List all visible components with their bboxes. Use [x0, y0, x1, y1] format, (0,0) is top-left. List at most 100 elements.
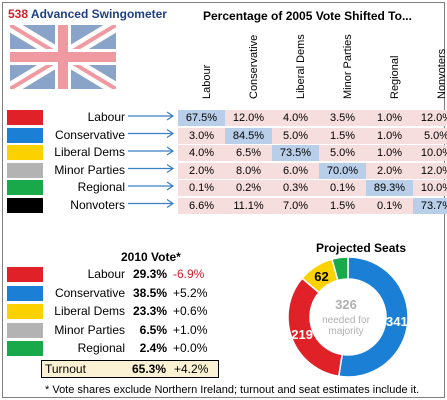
vote-share-value: 38.5% [132, 285, 167, 300]
app-title: 538 Advanced Swingometer [8, 7, 167, 21]
matrix-cell[interactable]: 7.0% [272, 197, 319, 214]
matrix-row-label: Liberal Dems [54, 145, 125, 159]
vote-party-label: Liberal Dems [54, 304, 125, 318]
matrix-cell[interactable]: 2.0% [178, 162, 225, 179]
column-header-label: Liberal Dems [295, 34, 307, 99]
matrix-row-label: Regional [77, 180, 125, 194]
arrow-icon [128, 164, 175, 173]
turnout-row: Turnout 65.3% +4.2% [41, 360, 219, 378]
column-header: Regional [380, 21, 401, 111]
arrow-icon [128, 146, 175, 156]
party-color-swatch [7, 267, 43, 282]
matrix-cell[interactable]: 1.0% [366, 127, 413, 144]
matrix-title: Percentage of 2005 Vote Shifted To... [203, 9, 412, 23]
majority-seat-count: 326 [335, 297, 357, 312]
vote-change-value: -6.9% [173, 267, 205, 281]
vote-share-value: 2.4% [139, 341, 167, 355]
matrix-cell[interactable]: 0.1% [366, 197, 413, 214]
party-color-swatch [7, 145, 43, 160]
matrix-cell[interactable]: 67.5% [178, 110, 225, 126]
donut-slice [337, 256, 409, 378]
vote-party-label: Conservative [54, 285, 125, 300]
party-color-swatch [7, 110, 43, 125]
footnote: * Vote shares exclude Northern Ireland; … [45, 384, 420, 396]
matrix-cell[interactable]: 73.5% [272, 145, 319, 161]
matrix-row-label: Nonvoters [70, 197, 125, 212]
matrix-cell[interactable]: 1.5% [319, 197, 366, 214]
matrix-cell[interactable]: 89.3% [366, 180, 413, 196]
donut-slice [331, 256, 349, 282]
slice-label: 62 [314, 269, 328, 284]
vote-share-value: 6.5% [139, 322, 167, 337]
column-header: Conservative [239, 21, 260, 111]
column-header: Nonvoters [427, 21, 447, 111]
column-header-label: Regional [389, 55, 401, 99]
matrix-cell[interactable]: 12.0% [225, 110, 272, 126]
arrow-icon [128, 199, 175, 208]
matrix-cell[interactable]: 1.5% [319, 127, 366, 144]
matrix-cell[interactable]: 0.1% [178, 180, 225, 196]
party-color-swatch [7, 304, 43, 319]
arrow-icon [128, 181, 175, 191]
turnout-value: 65.3% [131, 362, 166, 376]
column-header-label: Nonvoters [436, 48, 447, 99]
matrix-cell[interactable]: 4.0% [178, 145, 225, 161]
majority-label-line1: needed for [322, 315, 370, 326]
matrix-cell[interactable]: 6.5% [225, 145, 272, 161]
matrix-cell[interactable]: 11.1% [225, 197, 272, 214]
party-color-swatch [7, 322, 43, 338]
matrix-cell[interactable]: 12.0% [413, 162, 447, 179]
turnout-change: +4.2% [174, 362, 209, 376]
majority-label-line2: majority [328, 326, 363, 337]
party-color-swatch [7, 180, 43, 195]
slice-label: 341 [386, 314, 408, 329]
matrix-cell[interactable]: 8.0% [225, 162, 272, 179]
matrix-cell[interactable]: 0.3% [272, 180, 319, 196]
party-color-swatch [7, 127, 43, 143]
matrix-cell[interactable]: 0.2% [225, 180, 272, 196]
party-color-swatch [7, 285, 43, 301]
vote-party-label: Regional [77, 341, 125, 355]
matrix-cell[interactable]: 73.7% [413, 197, 447, 214]
matrix-row-label: Labour [87, 110, 125, 124]
vote-share-value: 29.3% [132, 267, 167, 281]
column-header: Minor Parties [333, 21, 354, 111]
matrix-cell[interactable]: 6.0% [272, 162, 319, 179]
matrix-cell[interactable]: 5.0% [413, 127, 447, 144]
vote-change-value: +1.0% [173, 322, 208, 337]
matrix-cell[interactable]: 70.0% [319, 162, 366, 179]
party-color-swatch [7, 162, 43, 178]
party-color-swatch [7, 197, 43, 213]
matrix-cell[interactable]: 1.0% [366, 110, 413, 126]
arrow-icon [128, 111, 175, 121]
matrix-row-label: Minor Parties [54, 162, 125, 177]
matrix-cell[interactable]: 5.0% [319, 145, 366, 161]
matrix-cell[interactable]: 4.0% [272, 110, 319, 126]
matrix-cell[interactable]: 1.0% [366, 145, 413, 161]
matrix-cell[interactable]: 3.0% [178, 127, 225, 144]
matrix-cell[interactable]: 0.1% [319, 180, 366, 196]
matrix-cell[interactable]: 2.0% [366, 162, 413, 179]
seats-chart-title: Projected Seats [316, 241, 407, 255]
party-color-swatch [7, 341, 43, 356]
column-header-label: Minor Parties [342, 34, 354, 99]
matrix-cell[interactable]: 12.0% [413, 110, 447, 126]
shift-arrows [128, 111, 175, 208]
column-header-label: Conservative [248, 34, 260, 99]
column-header: Liberal Dems [286, 21, 307, 111]
matrix-cell[interactable]: 84.5% [225, 127, 272, 144]
matrix-cell[interactable]: 5.0% [272, 127, 319, 144]
vote-party-label: Minor Parties [54, 322, 125, 337]
vote-change-value: +5.2% [173, 285, 208, 300]
vote-party-label: Labour [87, 267, 125, 281]
matrix-cell[interactable]: 10.0% [413, 180, 447, 196]
matrix-cell[interactable]: 3.5% [319, 110, 366, 126]
vote-change-value: +0.0% [173, 341, 208, 355]
vote-share-value: 23.3% [132, 304, 167, 318]
matrix-cell[interactable]: 10.0% [413, 145, 447, 161]
union-jack-flag-icon [10, 25, 116, 89]
arrow-icon [128, 129, 175, 138]
matrix-cell[interactable]: 6.6% [178, 197, 225, 214]
vote-change-value: +0.6% [173, 304, 208, 318]
